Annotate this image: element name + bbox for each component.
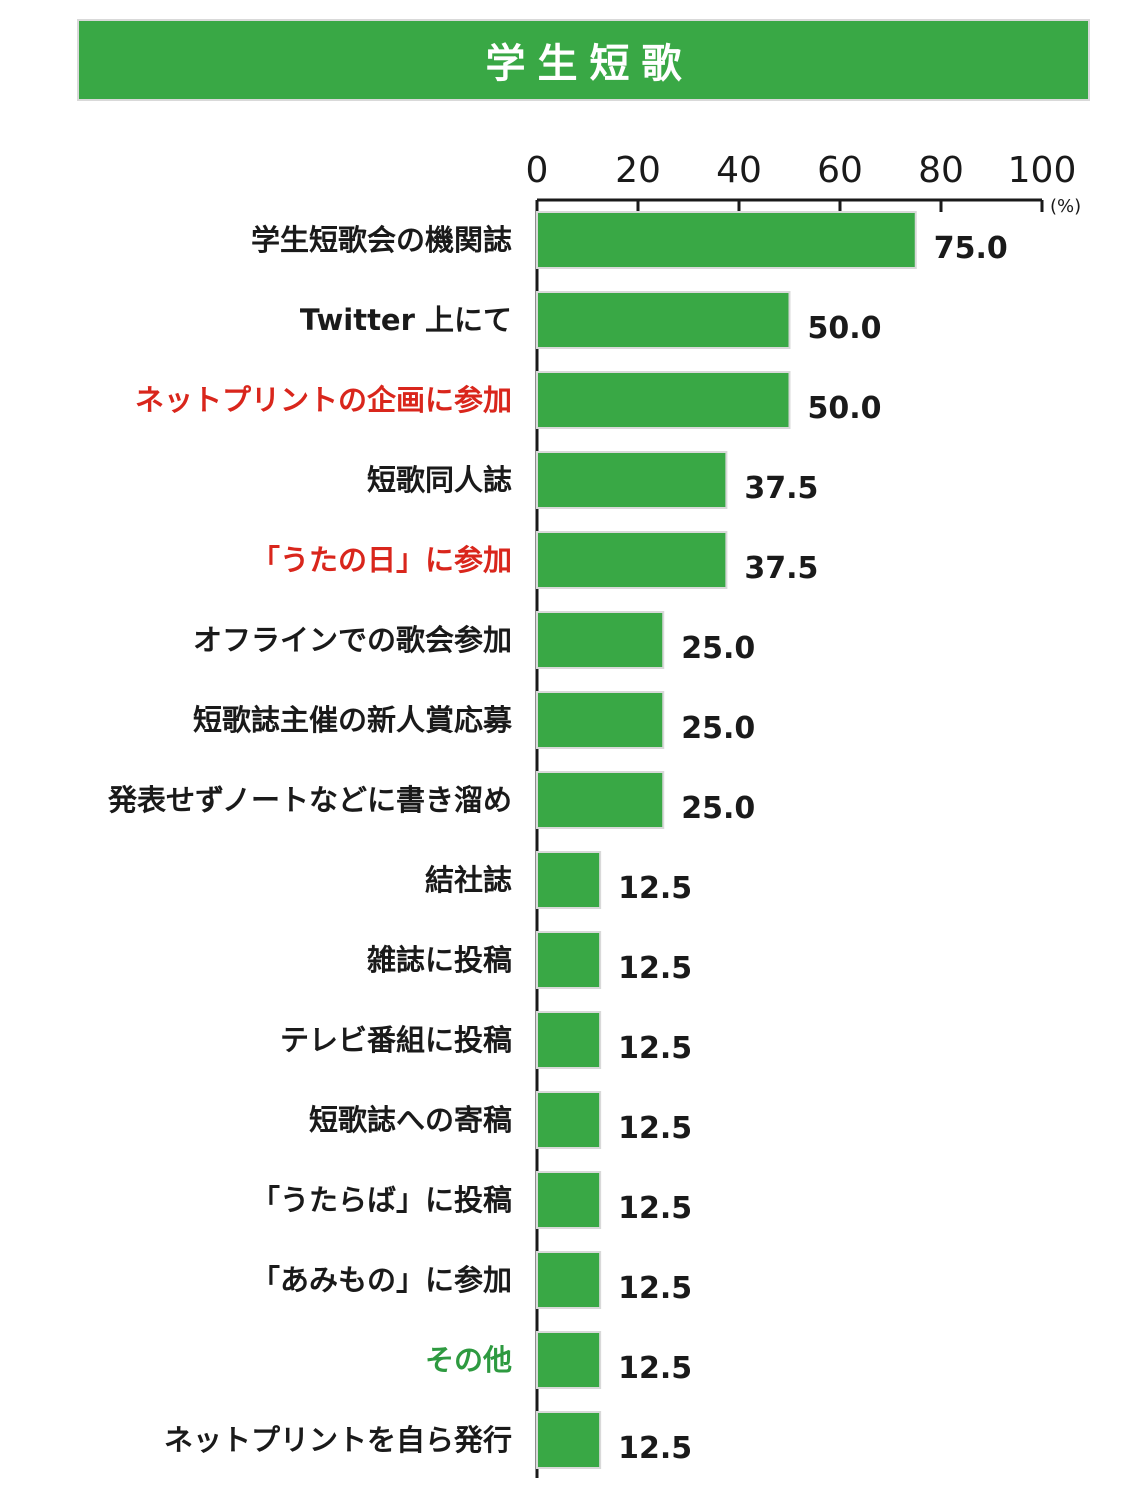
x-tick-label: 60 (817, 150, 863, 191)
value-label: 25.0 (681, 711, 755, 746)
category-label: 発表せずノートなどに書き溜め (107, 783, 512, 817)
value-label: 50.0 (808, 311, 882, 346)
category-label: 短歌誌への寄稿 (309, 1103, 512, 1137)
x-tick-label: 20 (615, 150, 661, 191)
category-label: ネットプリントの企画に参加 (135, 383, 512, 417)
bar (536, 691, 665, 749)
value-label: 12.5 (618, 1111, 692, 1146)
value-label: 12.5 (618, 1271, 692, 1306)
bar (536, 371, 791, 429)
category-label: 「あみもの」に参加 (251, 1263, 512, 1297)
value-label: 12.5 (618, 871, 692, 906)
value-label: 12.5 (618, 1431, 692, 1466)
category-label: ネットプリントを自ら発行 (164, 1423, 512, 1457)
x-tick-label: 40 (716, 150, 762, 191)
bar (536, 291, 791, 349)
value-label: 12.5 (618, 1191, 692, 1226)
category-label: オフラインでの歌会参加 (193, 623, 512, 657)
bar (536, 451, 728, 509)
category-label: 短歌同人誌 (367, 463, 512, 497)
value-label: 37.5 (744, 551, 818, 586)
bar (536, 211, 917, 269)
value-label: 50.0 (808, 391, 882, 426)
x-tick-label: 100 (1008, 150, 1077, 191)
category-label: 「うたらば」に投稿 (251, 1183, 512, 1217)
labels-layer: 学生短歌会の機関誌 75.0 Twitter 上にて 50.0 ネットプリントの企画に参… (107, 223, 1008, 1466)
bar (536, 1251, 602, 1309)
bar (536, 611, 665, 669)
bar (536, 851, 602, 909)
bar (536, 1011, 602, 1069)
bar (536, 1171, 602, 1229)
bar (536, 771, 665, 829)
value-label: 75.0 (934, 231, 1008, 266)
category-label: 雑誌に投稿 (366, 943, 512, 977)
bar (536, 931, 602, 989)
bar (536, 1411, 602, 1469)
category-label: テレビ番組に投稿 (280, 1023, 512, 1057)
bar (536, 1091, 602, 1149)
value-label: 37.5 (744, 471, 818, 506)
bar (536, 1331, 602, 1389)
value-label: 25.0 (681, 791, 755, 826)
chart-title-banner: 学生短歌 (77, 19, 1090, 101)
category-label: Twitter 上にて (300, 303, 512, 337)
category-label: 「うたの日」に参加 (251, 543, 512, 577)
bars-layer (536, 211, 917, 1469)
x-tick-label: 0 (526, 150, 549, 191)
category-label: 短歌誌主催の新人賞応募 (193, 703, 513, 737)
value-label: 12.5 (618, 1031, 692, 1066)
category-label: 学生短歌会の機関誌 (251, 223, 512, 257)
value-label: 12.5 (618, 951, 692, 986)
category-label: その他 (425, 1343, 512, 1377)
chart-title: 学生短歌 (485, 41, 694, 87)
bar (536, 531, 728, 589)
value-label: 12.5 (618, 1351, 692, 1386)
value-label: 25.0 (681, 631, 755, 666)
axis-unit-label: (%) (1050, 196, 1081, 217)
category-label: 結社誌 (425, 863, 512, 897)
x-tick-label: 80 (918, 150, 964, 191)
